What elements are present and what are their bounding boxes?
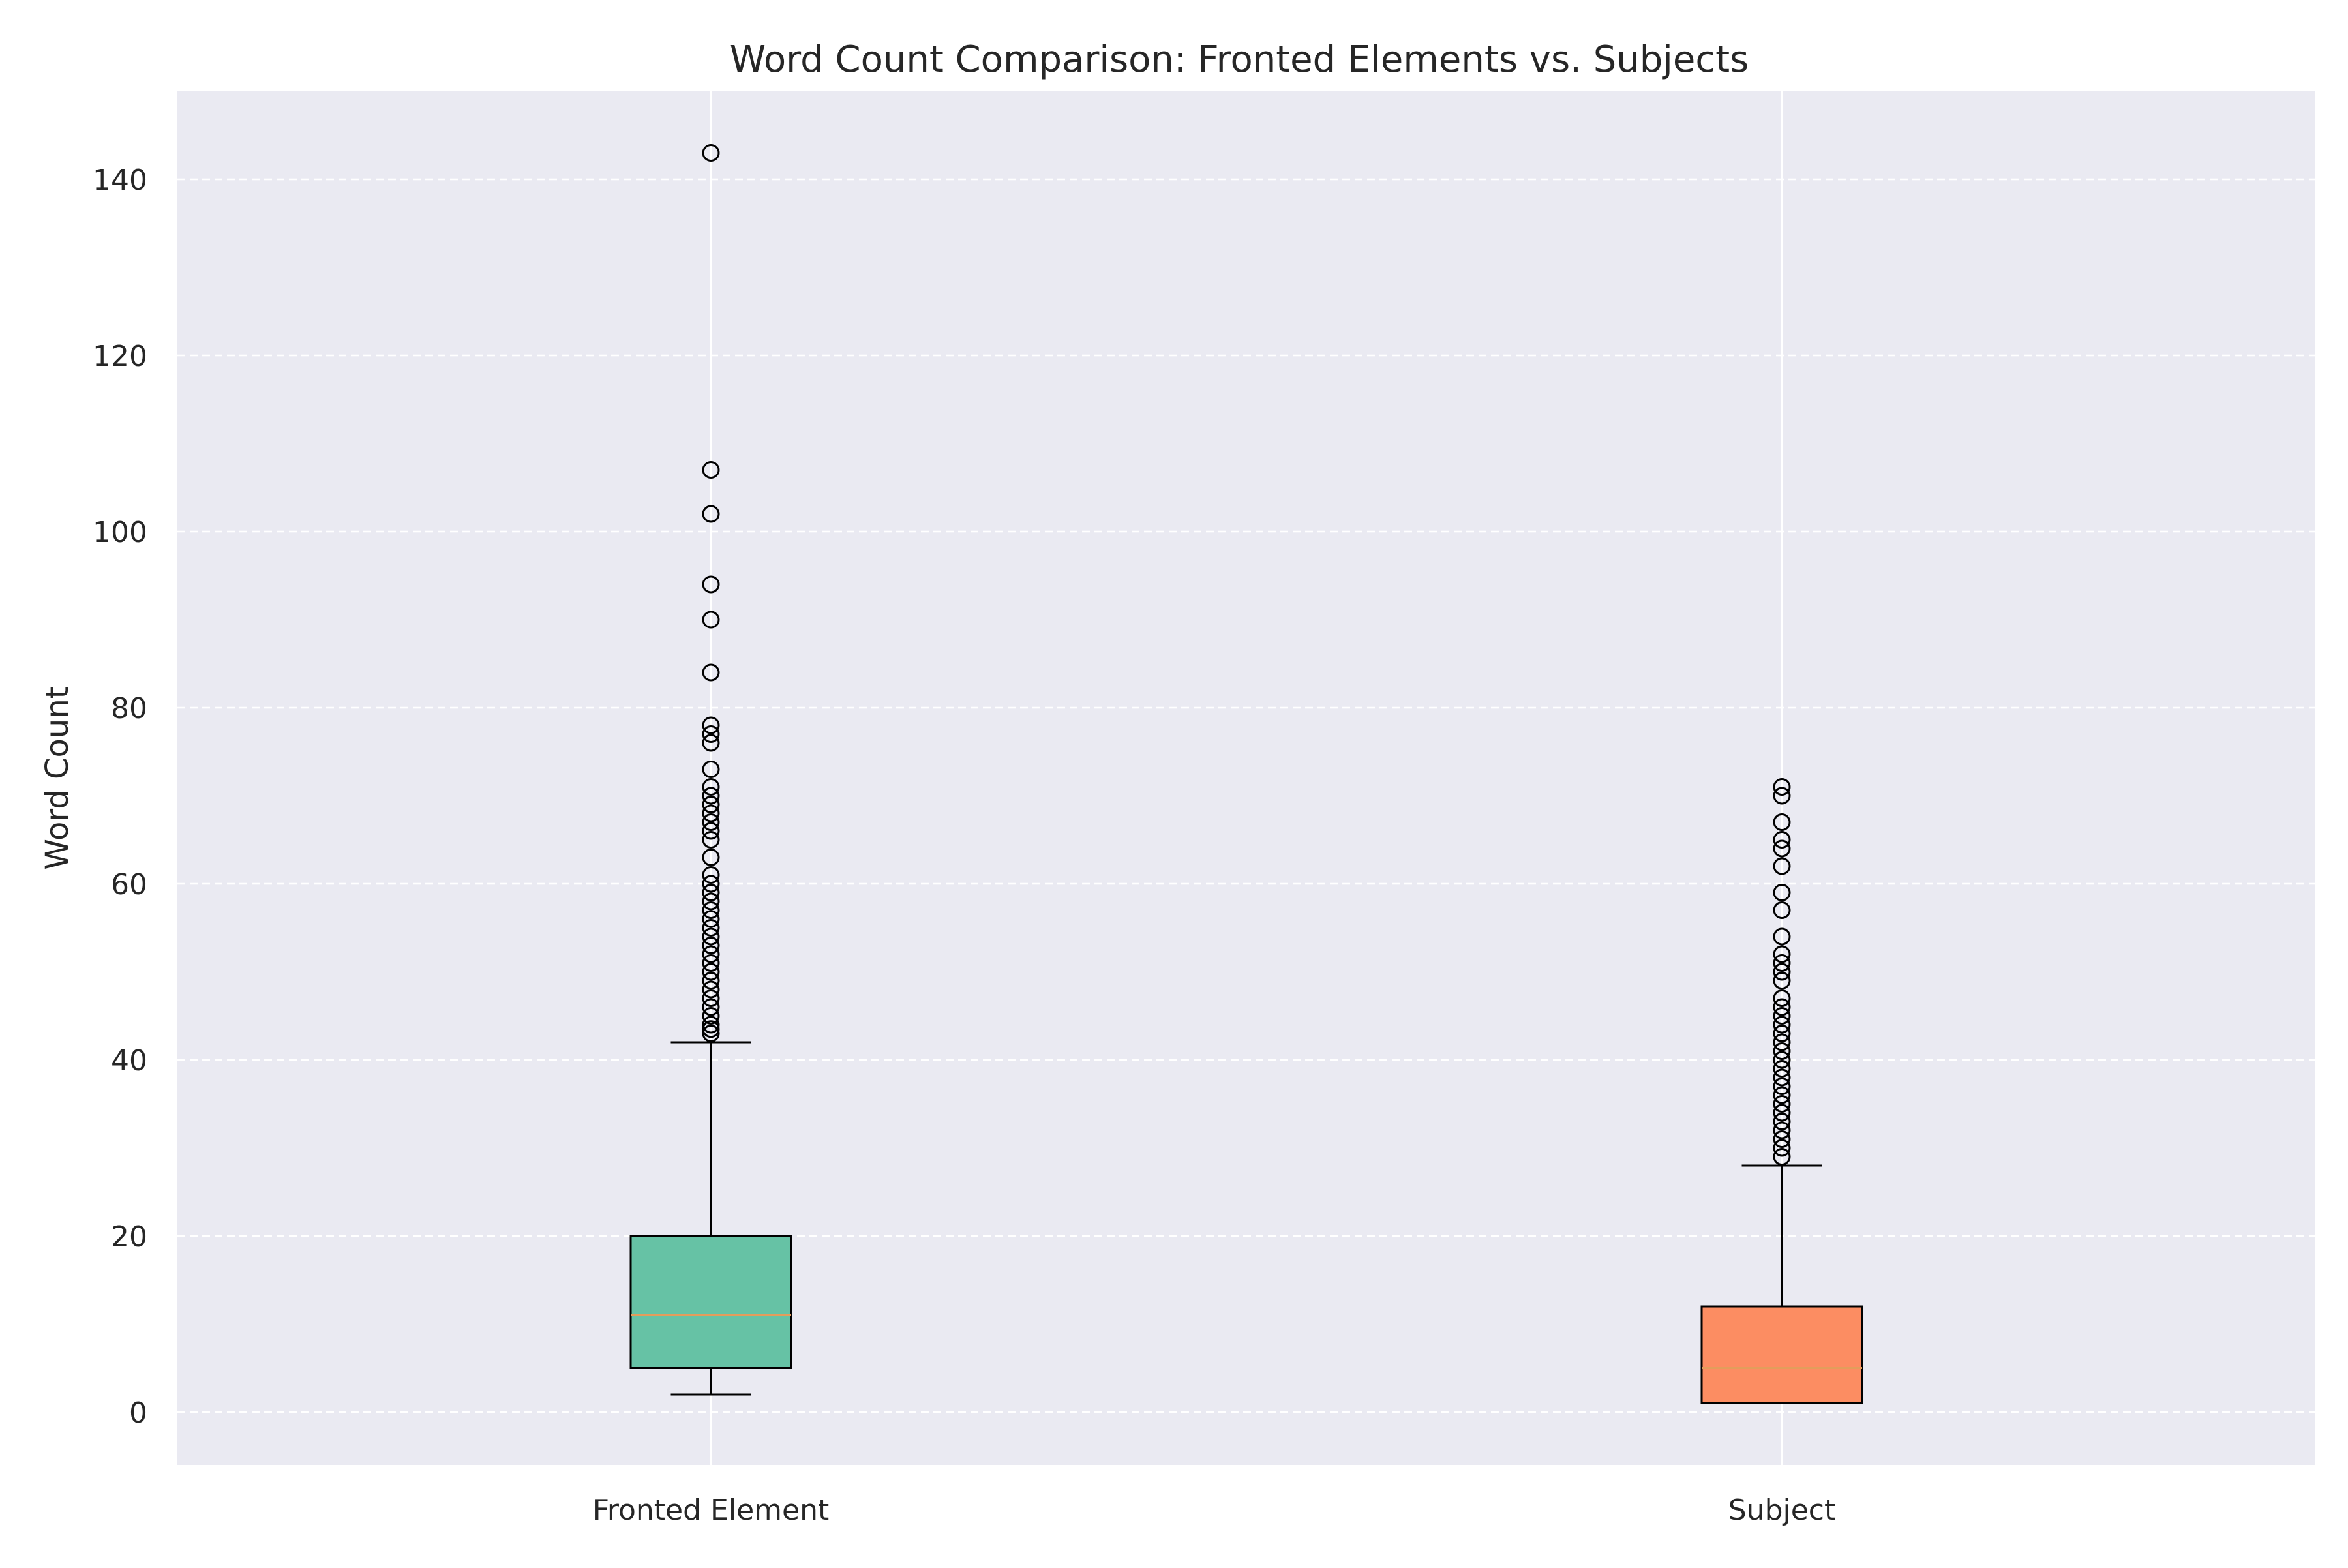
outlier-point xyxy=(1773,998,1791,1016)
outlier-point xyxy=(702,734,720,752)
box-group xyxy=(1700,778,1863,1404)
outlier-point xyxy=(1773,857,1791,875)
outlier-point xyxy=(702,1007,720,1025)
y-tick-label: 140 xyxy=(93,164,147,197)
outlier-point xyxy=(702,1025,720,1042)
y-tick-label: 80 xyxy=(111,692,147,725)
outlier-point xyxy=(702,778,720,796)
outlier-point xyxy=(1773,1025,1791,1042)
outlier-point xyxy=(1773,954,1791,972)
outlier-point xyxy=(702,910,720,928)
outlier-point xyxy=(702,461,720,479)
boxes xyxy=(629,144,1863,1404)
outlier-point xyxy=(702,144,720,162)
outlier-point xyxy=(702,849,720,866)
chart-title: Word Count Comparison: Fronted Elements … xyxy=(730,38,1749,81)
outlier-point xyxy=(1773,1130,1791,1148)
outlier-point xyxy=(1773,927,1791,946)
outlier-point xyxy=(702,919,720,937)
outlier-point xyxy=(1773,1095,1791,1113)
outlier-point xyxy=(702,822,720,840)
box-group xyxy=(629,144,792,1396)
outlier-point xyxy=(702,998,720,1016)
outlier-point xyxy=(702,875,720,893)
outlier-point xyxy=(1773,989,1791,1007)
outlier-point xyxy=(1773,1016,1791,1034)
y-tick-label: 20 xyxy=(111,1220,147,1254)
outlier-point xyxy=(1773,839,1791,858)
outlier-point xyxy=(702,989,720,1007)
y-tick-labels: 0 20 40 60 80 100 120 140 xyxy=(93,164,147,1430)
outlier-point xyxy=(1773,1051,1791,1069)
outlier-point xyxy=(1773,831,1791,849)
outlier-point xyxy=(702,804,720,822)
outlier-point xyxy=(702,725,720,743)
y-tick-label: 60 xyxy=(111,868,147,901)
outlier-point xyxy=(1773,884,1791,901)
outlier-point xyxy=(1773,945,1791,963)
y-tick-label: 40 xyxy=(111,1044,147,1078)
outlier-point xyxy=(702,761,720,778)
outlier-point xyxy=(702,796,720,813)
outlier-point xyxy=(1773,1139,1791,1157)
box-body xyxy=(629,1235,792,1369)
y-tick-label: 120 xyxy=(93,340,147,373)
outlier-point xyxy=(702,611,720,629)
outlier-point xyxy=(1773,1121,1791,1139)
outlier-point xyxy=(1773,1007,1791,1025)
x-tick-labels: Fronted Element Subject xyxy=(593,1494,1835,1527)
outlier-point xyxy=(1773,901,1791,919)
outlier-point xyxy=(1773,1033,1791,1051)
outlier-point xyxy=(702,980,720,999)
y-tick-label: 100 xyxy=(93,516,147,549)
outlier-point xyxy=(1773,1060,1791,1078)
outlier-point xyxy=(702,866,720,884)
y-tick-label: 0 xyxy=(129,1396,147,1430)
box-body xyxy=(1700,1305,1863,1404)
x-tick-label: Subject xyxy=(1728,1494,1835,1527)
outlier-point xyxy=(702,575,720,594)
outlier-point xyxy=(702,663,720,682)
outlier-point xyxy=(1773,1042,1791,1060)
outlier-point xyxy=(702,716,720,734)
outlier-point xyxy=(702,813,720,831)
outlier-point xyxy=(702,972,720,989)
outlier-point xyxy=(1773,778,1791,796)
outlier-point xyxy=(702,884,720,901)
outlier-point xyxy=(1773,813,1791,831)
outlier-point xyxy=(702,831,720,849)
x-tick-label: Fronted Element xyxy=(593,1494,829,1527)
outlier-point xyxy=(702,954,720,972)
outlier-point xyxy=(702,505,720,523)
outlier-point xyxy=(1773,1113,1791,1130)
outlier-point xyxy=(1773,1078,1791,1095)
outlier-point xyxy=(1773,972,1791,989)
outlier-point xyxy=(1773,1104,1791,1122)
outlier-point xyxy=(1773,1068,1791,1087)
outlier-point xyxy=(702,945,720,963)
outlier-point xyxy=(702,787,720,805)
outlier-point xyxy=(702,901,720,919)
outlier-point xyxy=(702,963,720,981)
y-axis-label: Word Count xyxy=(39,686,76,869)
outlier-point xyxy=(1773,1148,1791,1166)
outlier-point xyxy=(702,1016,720,1034)
outlier-point xyxy=(702,927,720,946)
outlier-point xyxy=(702,1020,720,1038)
outlier-point xyxy=(702,892,720,911)
outlier-point xyxy=(1773,787,1791,805)
outlier-point xyxy=(702,937,720,954)
plot-background xyxy=(177,91,2315,1465)
outlier-point xyxy=(1773,963,1791,981)
outlier-point xyxy=(1773,1086,1791,1104)
